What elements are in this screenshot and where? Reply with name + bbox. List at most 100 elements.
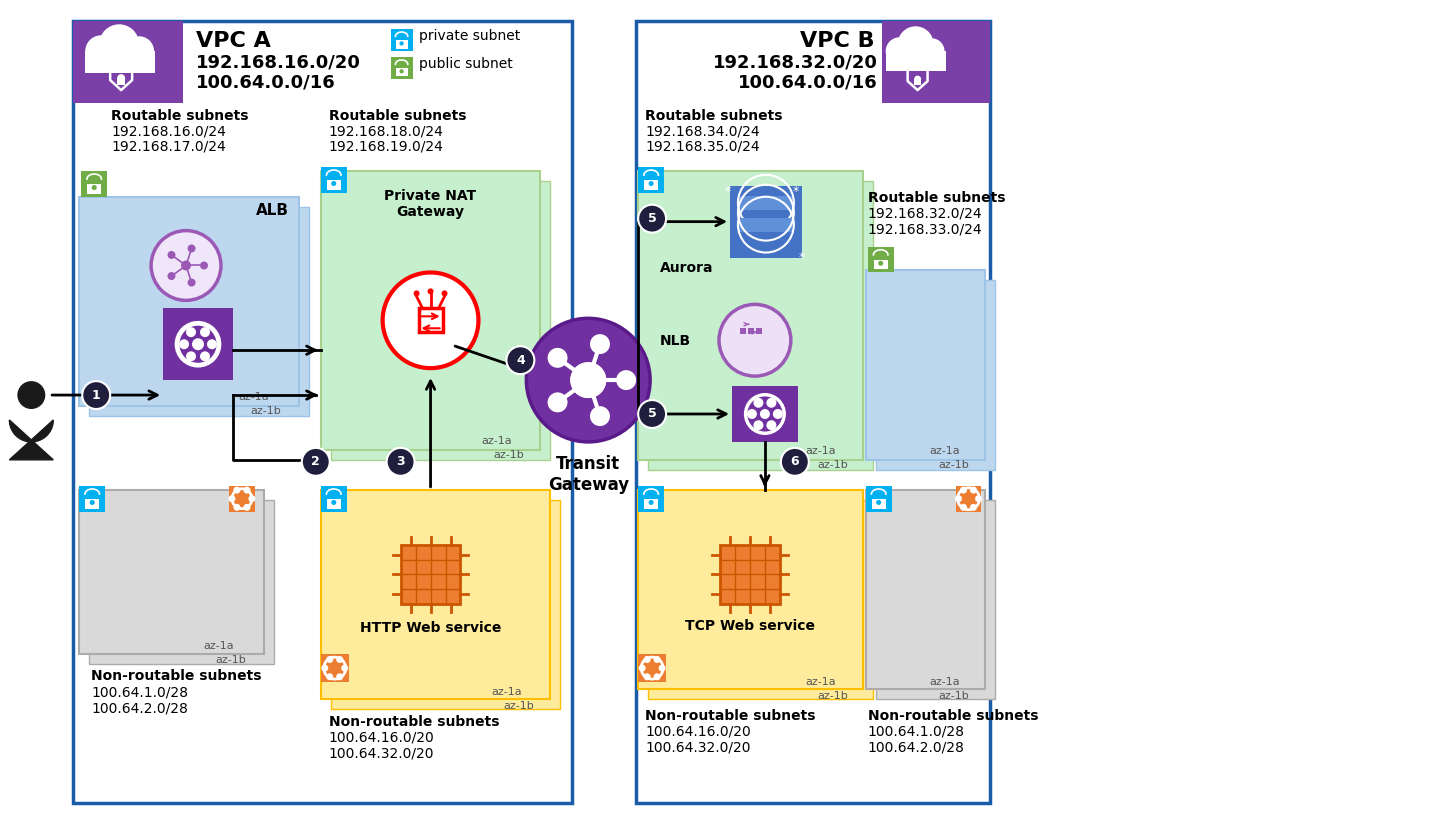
Circle shape — [914, 76, 921, 82]
Bar — [882, 21, 991, 103]
Text: 192.168.18.0/24: 192.168.18.0/24 — [329, 125, 443, 139]
Text: Non-routable subnets: Non-routable subnets — [868, 709, 1038, 723]
Text: az-1a: az-1a — [482, 436, 512, 446]
Bar — [756, 328, 762, 335]
Bar — [739, 328, 746, 335]
Text: NLB: NLB — [661, 335, 691, 349]
Text: 100.64.0.0/16: 100.64.0.0/16 — [196, 73, 336, 91]
Text: az-1b: az-1b — [503, 701, 535, 711]
Text: *: * — [792, 185, 799, 198]
Bar — [79, 489, 265, 654]
Circle shape — [200, 261, 207, 269]
Circle shape — [167, 272, 176, 280]
Circle shape — [342, 665, 349, 672]
Bar — [719, 545, 779, 604]
Circle shape — [591, 334, 611, 354]
Circle shape — [152, 231, 222, 301]
Bar — [732, 386, 798, 442]
Text: 6: 6 — [791, 456, 799, 468]
Text: private subnet: private subnet — [419, 30, 521, 44]
Circle shape — [302, 448, 330, 475]
Text: 100.64.1.0/28: 100.64.1.0/28 — [868, 725, 965, 739]
Circle shape — [571, 363, 606, 398]
Circle shape — [332, 500, 336, 505]
Text: 1: 1 — [92, 389, 100, 401]
Text: 100.64.1.0/28: 100.64.1.0/28 — [92, 685, 189, 699]
Circle shape — [186, 327, 196, 337]
Circle shape — [200, 327, 210, 337]
Circle shape — [86, 35, 117, 68]
Circle shape — [759, 409, 769, 419]
Circle shape — [719, 304, 791, 376]
Bar — [638, 166, 664, 193]
Circle shape — [117, 74, 126, 82]
Text: VPC B: VPC B — [799, 31, 875, 51]
Text: Routable subnets: Routable subnets — [868, 190, 1005, 204]
Text: 100.64.16.0/20: 100.64.16.0/20 — [645, 725, 751, 739]
Bar — [419, 308, 442, 332]
Text: az-1b: az-1b — [817, 460, 848, 470]
Bar — [390, 57, 413, 79]
Circle shape — [772, 409, 782, 419]
Bar — [748, 328, 754, 335]
Circle shape — [654, 673, 661, 681]
Bar — [885, 51, 945, 71]
Text: 4: 4 — [516, 353, 525, 367]
Circle shape — [958, 488, 980, 510]
Bar — [914, 79, 921, 85]
Circle shape — [766, 420, 776, 430]
Text: az-1a: az-1a — [203, 641, 235, 651]
Circle shape — [179, 339, 189, 349]
Circle shape — [249, 495, 256, 502]
Circle shape — [644, 656, 651, 663]
Circle shape — [638, 204, 666, 232]
Circle shape — [167, 251, 176, 259]
Circle shape — [960, 503, 967, 511]
Circle shape — [641, 658, 664, 679]
Text: VPC A: VPC A — [196, 31, 270, 51]
Circle shape — [83, 382, 110, 409]
Text: 192.168.33.0/24: 192.168.33.0/24 — [868, 222, 982, 236]
Circle shape — [186, 351, 196, 361]
Text: 192.168.32.0/24: 192.168.32.0/24 — [868, 207, 982, 221]
Text: Routable subnets: Routable subnets — [645, 109, 782, 123]
Bar — [638, 171, 862, 460]
Bar — [875, 499, 995, 699]
Bar — [89, 499, 275, 664]
Bar — [117, 78, 126, 85]
Bar — [955, 486, 981, 512]
Text: 5: 5 — [648, 408, 656, 420]
Text: 192.168.35.0/24: 192.168.35.0/24 — [645, 140, 759, 154]
Text: az-1a: az-1a — [492, 687, 522, 697]
Bar — [73, 21, 183, 103]
Text: 100.64.2.0/28: 100.64.2.0/28 — [92, 701, 189, 715]
Text: 192.168.17.0/24: 192.168.17.0/24 — [112, 140, 226, 154]
Bar — [390, 30, 413, 51]
Text: 192.168.32.0/20: 192.168.32.0/20 — [712, 54, 878, 71]
Circle shape — [336, 673, 343, 681]
Bar — [87, 184, 102, 194]
Bar — [729, 185, 802, 258]
Bar — [638, 489, 862, 689]
Circle shape — [92, 185, 97, 190]
Bar — [84, 499, 99, 508]
Bar — [390, 57, 413, 79]
Circle shape — [638, 400, 666, 428]
Bar — [320, 486, 346, 512]
Circle shape — [649, 181, 654, 186]
Circle shape — [413, 290, 419, 297]
Bar — [648, 499, 872, 699]
Text: az-1a: az-1a — [805, 677, 835, 687]
Text: 100.64.0.0/16: 100.64.0.0/16 — [738, 73, 878, 91]
Circle shape — [179, 325, 217, 364]
Circle shape — [326, 656, 333, 663]
Circle shape — [885, 37, 914, 65]
Text: Aurora: Aurora — [661, 260, 714, 274]
Bar — [320, 171, 541, 450]
Bar — [89, 207, 309, 416]
Bar — [82, 171, 107, 197]
Bar — [871, 499, 885, 508]
Circle shape — [649, 500, 654, 505]
Circle shape — [918, 38, 945, 64]
Bar — [865, 486, 892, 512]
